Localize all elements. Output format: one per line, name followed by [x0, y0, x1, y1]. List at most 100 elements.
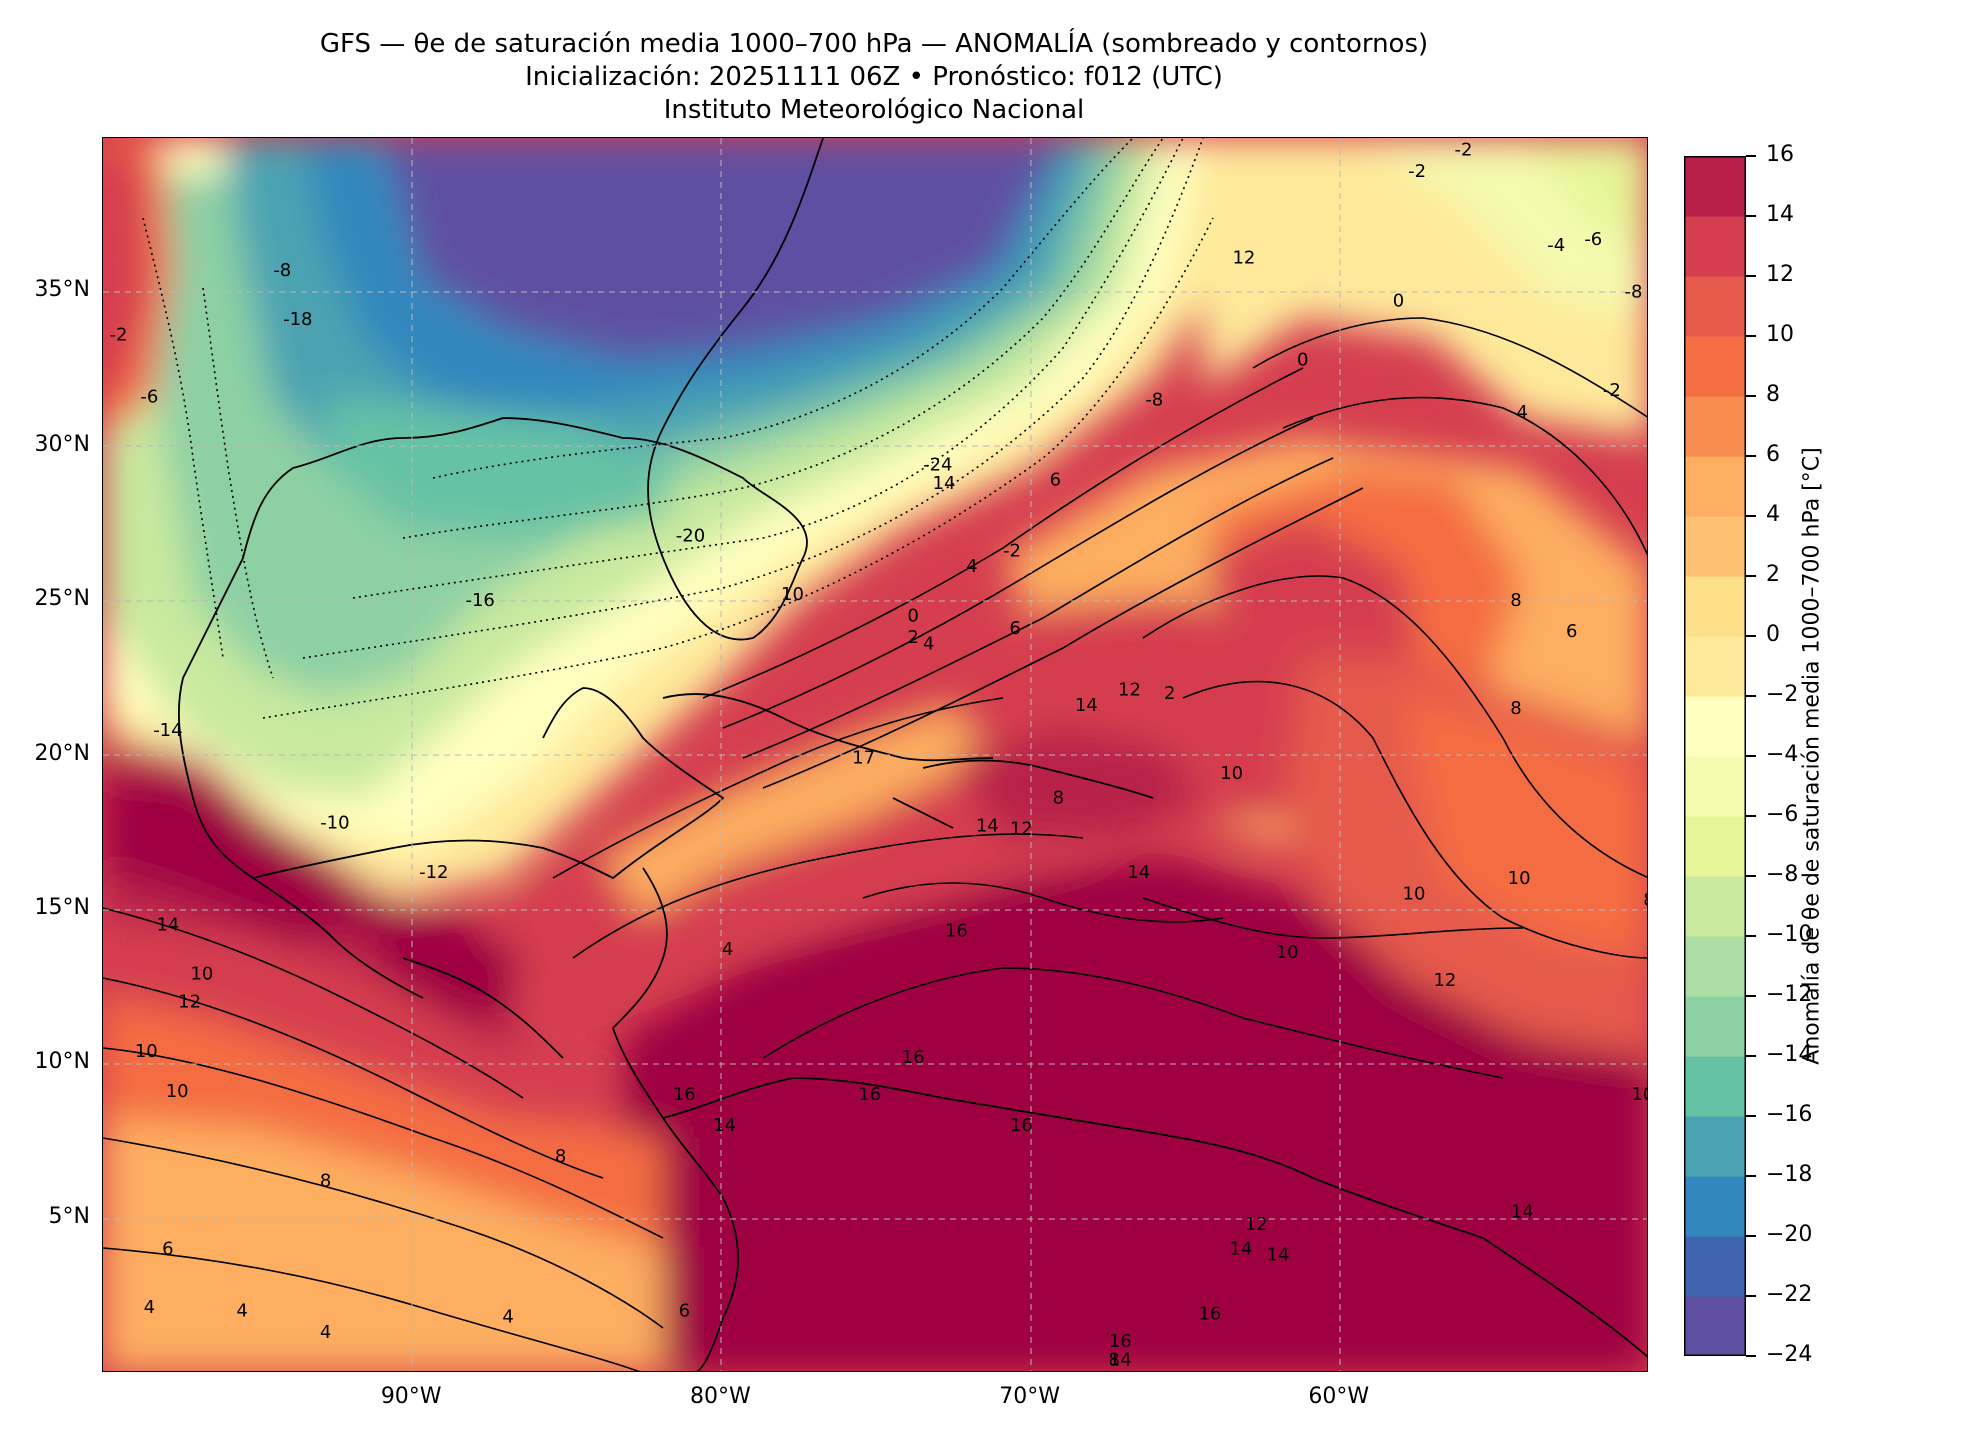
lat-tick-label: 25°N [34, 586, 90, 612]
contour-label: 4 [320, 1322, 331, 1343]
contour-label: 8 [1510, 698, 1521, 719]
contour-label: -16 [465, 590, 494, 611]
colorbar-tick-label: −4 [1766, 742, 1799, 767]
colorbar-swatch [1684, 1056, 1746, 1117]
contour-label: 16 [1010, 1115, 1033, 1136]
contour-label: 16 [1198, 1303, 1221, 1324]
contour-label: 10 [1276, 942, 1299, 963]
contour-label: 10 [135, 1041, 158, 1062]
colorbar-swatch [1684, 576, 1746, 637]
colorbar-tick-mark [1746, 275, 1756, 277]
contour-label: 14 [1229, 1239, 1252, 1260]
contour-label: 0 [1393, 291, 1404, 312]
coastline [178, 138, 1647, 1371]
lon-tick-label: 80°W [690, 1384, 751, 1409]
contour-label: 8 [1053, 788, 1064, 809]
anomaly-shading [103, 138, 1647, 1371]
contour-label: 14 [156, 914, 179, 935]
lat-tick-label: 35°N [34, 277, 90, 303]
contour-label: 14 [1511, 1201, 1534, 1222]
contour-label: 10 [1220, 763, 1243, 784]
colorbar-tick-label: 4 [1766, 502, 1780, 527]
contour-label: 16 [1109, 1331, 1132, 1352]
contour-label: -20 [676, 525, 705, 546]
contour-label: -2 [1603, 380, 1621, 401]
contour-label: 2 [907, 627, 918, 648]
colorbar-tick-label: −12 [1766, 982, 1813, 1007]
colorbar-swatch [1684, 756, 1746, 817]
contour-label: -8 [1145, 389, 1163, 410]
contour-label: -8 [273, 260, 291, 281]
colorbar-swatch [1684, 996, 1746, 1057]
colorbar [1684, 156, 1746, 1356]
contour-label: 0 [907, 606, 918, 627]
title-line-3: Instituto Meteorológico Nacional [663, 95, 1085, 125]
colorbar-tick-mark [1746, 215, 1756, 217]
contour-label: -24 [923, 454, 952, 475]
colorbar-swatch [1684, 336, 1746, 397]
contour-label: 4 [502, 1306, 513, 1327]
contour-label: 4 [923, 633, 934, 654]
contour-label: 14 [976, 816, 999, 837]
contour-label: 10 [166, 1081, 189, 1102]
colorbar-swatch [1684, 1176, 1746, 1237]
contour-label: -2 [1455, 139, 1473, 160]
colorbar-tick-mark [1746, 515, 1756, 517]
contour-label: 8 [320, 1171, 331, 1192]
colorbar-tick-mark [1746, 815, 1756, 817]
colorbar-swatch [1684, 156, 1746, 217]
colorbar-label: Anomalía de θe de saturación media 1000–… [1799, 447, 1825, 1065]
colorbar-tick-mark [1746, 755, 1756, 757]
contour-label: 12 [178, 992, 201, 1013]
contour-label: 4 [236, 1300, 247, 1321]
contour-label: 16 [902, 1047, 925, 1068]
contour-label: 6 [162, 1239, 173, 1260]
colorbar-tick-mark [1746, 935, 1756, 937]
colorbar-tick-label: 12 [1766, 262, 1794, 287]
contour-label: 10 [1631, 1084, 1648, 1105]
lat-tick-label: 20°N [34, 740, 90, 766]
colorbar-tick-label: −16 [1766, 1102, 1813, 1127]
contour-lines [103, 138, 1647, 1371]
colorbar-swatch [1684, 816, 1746, 877]
contour-label: 4 [722, 939, 733, 960]
contour-label: 16 [673, 1084, 696, 1105]
colorbar-swatch [1684, 516, 1746, 577]
colorbar-border [1684, 156, 1746, 1356]
colorbar-swatch [1684, 216, 1746, 277]
contour-label: 6 [679, 1300, 690, 1321]
lon-tick-label: 90°W [380, 1384, 442, 1409]
colorbar-swatch [1684, 636, 1746, 697]
colorbar-tick-mark [1746, 995, 1756, 997]
contour-label: -2 [1003, 541, 1021, 562]
colorbar-tick-mark [1746, 155, 1756, 157]
lon-tick-label: 70°W [999, 1384, 1060, 1409]
figure-title: GFS — θe de saturación media 1000–700 hP… [100, 28, 1648, 127]
title-line-2: Inicialización: 20251111 06Z • Pronóstic… [525, 62, 1223, 92]
contour-label: 4 [144, 1297, 155, 1318]
colorbar-swatches [1684, 156, 1746, 1356]
colorbar-swatch [1684, 876, 1746, 937]
colorbar-tick-mark [1746, 1175, 1756, 1177]
colorbar-tick-mark [1746, 635, 1756, 637]
colorbar-tick-label: 8 [1766, 382, 1780, 407]
colorbar-tick-label: 16 [1766, 142, 1794, 167]
colorbar-tick-mark [1746, 1115, 1756, 1117]
contour-label: 2 [1164, 683, 1175, 704]
lon-tick-label: 60°W [1308, 1384, 1370, 1409]
colorbar-tick-mark [1746, 1355, 1756, 1357]
lat-tick-label: 15°N [34, 894, 90, 920]
colorbar-tick-label: −14 [1766, 1042, 1813, 1067]
contour-label: 16 [945, 921, 968, 942]
contour-label: 8 [1643, 890, 1648, 911]
colorbar-tick-label: −6 [1766, 802, 1799, 827]
colorbar-swatch [1684, 456, 1746, 517]
contour-label: 10 [1403, 883, 1426, 904]
colorbar-tick-label: 2 [1766, 562, 1780, 587]
contour-label: 16 [858, 1084, 881, 1105]
contour-label: 4 [966, 556, 977, 577]
contour-label: 14 [933, 473, 956, 494]
contour-label: -14 [153, 720, 182, 741]
